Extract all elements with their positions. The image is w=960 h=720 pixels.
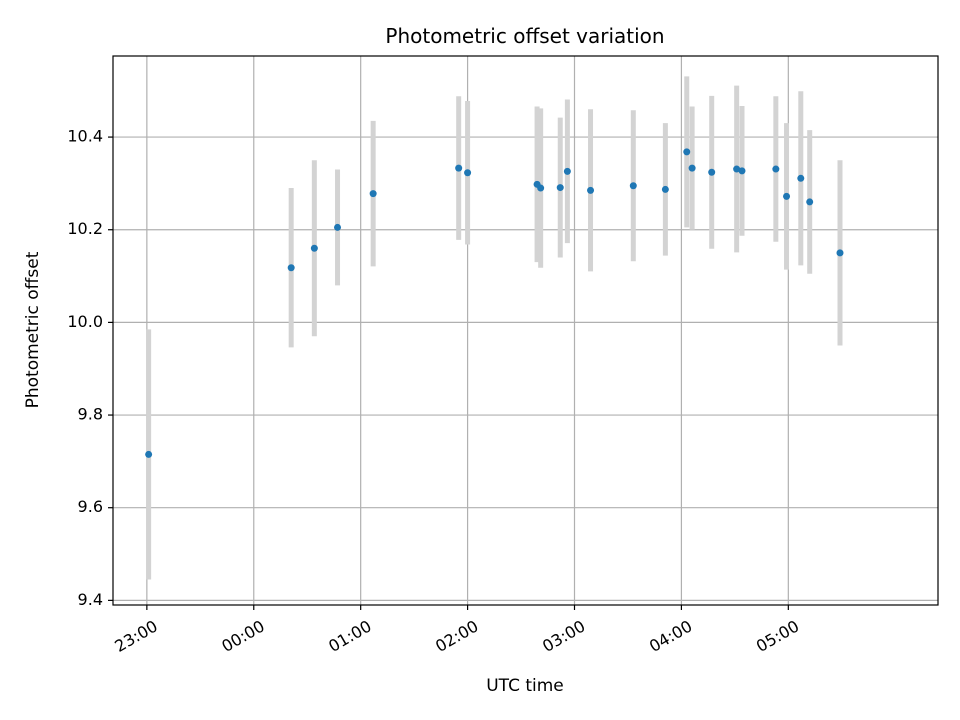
data-point	[587, 186, 595, 194]
y-tick-label: 9.6	[78, 497, 103, 516]
data-point	[772, 165, 780, 173]
data-point	[455, 164, 463, 172]
data-point	[563, 167, 571, 175]
data-point	[629, 182, 637, 190]
y-tick-label: 10.4	[67, 127, 103, 146]
data-point	[661, 185, 669, 193]
data-point	[708, 168, 716, 176]
data-point	[783, 192, 791, 200]
data-point	[464, 169, 472, 177]
data-point	[806, 198, 814, 206]
data-point	[287, 264, 295, 272]
chart-title: Photometric offset variation	[385, 24, 664, 48]
y-axis: 9.4 9.6 9.8 10.0 10.2 10.4	[67, 127, 113, 609]
y-tick-label: 9.8	[78, 405, 103, 424]
data-point	[310, 244, 318, 252]
data-point	[683, 148, 691, 156]
data-points	[145, 148, 844, 458]
data-point	[537, 184, 545, 192]
data-point	[369, 190, 377, 198]
data-point	[688, 164, 696, 172]
y-tick-label: 10.0	[67, 312, 103, 331]
data-point	[334, 223, 342, 231]
data-point	[145, 450, 153, 458]
data-point	[797, 174, 805, 182]
y-tick-label: 10.2	[67, 219, 103, 238]
data-point	[556, 184, 564, 192]
plot-frame	[112, 55, 939, 606]
y-axis-label: Photometric offset	[23, 251, 43, 408]
y-tick-label: 9.4	[78, 590, 103, 609]
data-point	[733, 165, 741, 173]
x-axis-label: UTC time	[486, 676, 564, 696]
data-point	[836, 249, 844, 257]
data-point	[738, 167, 746, 175]
